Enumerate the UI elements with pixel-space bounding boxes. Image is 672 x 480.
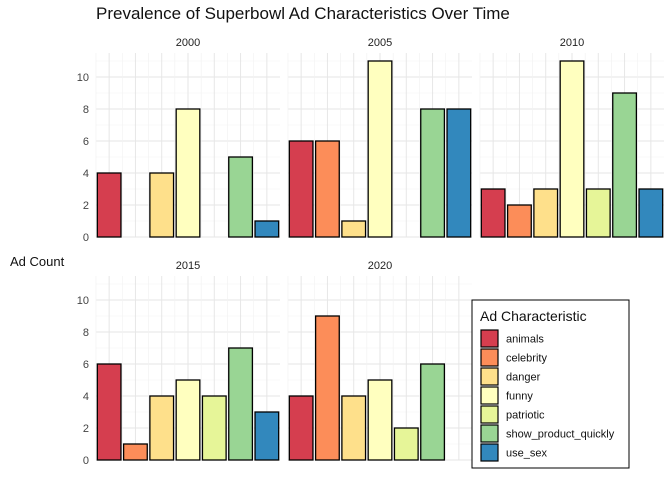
y-tick-label: 0 (83, 232, 89, 244)
y-tick-label: 4 (83, 168, 89, 180)
bar-use_sex (254, 411, 280, 461)
facet-2010: 2010 (479, 37, 664, 238)
bar-show_product_quickly (228, 156, 254, 238)
bar-show_product_quickly (612, 92, 638, 238)
bar-funny (367, 379, 393, 461)
bar-show_product_quickly (228, 347, 254, 461)
legend-label-celebrity: celebrity (506, 353, 547, 365)
bar-celebrity (506, 204, 532, 238)
facet-panels: 2000 0 2 4 6 8 10 2005 2010 2015 0 2 4 6 8 10 2020 (77, 37, 664, 467)
legend-key-danger (480, 367, 499, 386)
bar-use_sex (638, 188, 664, 238)
y-tick-label: 0 (83, 455, 89, 467)
legend-label-use_sex: use_sex (506, 448, 547, 460)
bar-danger (341, 395, 367, 461)
bar-animals (96, 172, 122, 238)
legend: Ad Characteristic animals celebrity danger… (471, 299, 630, 469)
bar-animals (288, 140, 314, 238)
bar-danger (341, 220, 367, 238)
y-tick-label: 8 (83, 327, 89, 339)
legend-label-animals: animals (506, 334, 544, 346)
legend-key-use_sex (480, 443, 499, 462)
legend-label-show_product_quickly: show_product_quickly (506, 429, 615, 441)
y-tick-label: 4 (83, 391, 89, 403)
facet-2015: 2015 0 2 4 6 8 10 (77, 260, 280, 467)
bar-show_product_quickly (420, 363, 446, 461)
bar-use_sex (446, 108, 472, 238)
legend-key-funny (480, 386, 499, 405)
bar-funny (175, 379, 201, 461)
facet-label: 2020 (368, 260, 392, 272)
bar-patriotic (585, 188, 611, 238)
facet-label: 2015 (176, 260, 200, 272)
y-tick-label: 6 (83, 136, 89, 148)
bar-animals (288, 395, 314, 461)
legend-label-patriotic: patriotic (506, 410, 545, 422)
bar-animals (480, 188, 506, 238)
bar-celebrity (122, 443, 148, 461)
bar-celebrity (314, 140, 340, 238)
bar-celebrity (314, 315, 340, 461)
bar-danger (149, 172, 175, 238)
bar-funny (175, 108, 201, 238)
facet-2005: 2005 (287, 37, 472, 238)
legend-key-celebrity (480, 348, 499, 367)
y-axis-label: Ad Count (10, 254, 65, 269)
facet-label: 2010 (560, 37, 584, 49)
bar-show_product_quickly (420, 108, 446, 238)
y-tick-label: 8 (83, 104, 89, 116)
bar-funny (367, 60, 393, 238)
bar-patriotic (201, 395, 227, 461)
facet-2000: 2000 0 2 4 6 8 10 (77, 37, 280, 244)
legend-key-animals (480, 329, 499, 348)
facet-2020: 2020 (287, 260, 472, 461)
y-tick-label: 2 (83, 200, 89, 212)
y-tick-label: 10 (77, 72, 89, 84)
y-tick-label: 6 (83, 359, 89, 371)
chart-title: Prevalence of Superbowl Ad Characteristi… (96, 4, 510, 23)
legend-label-danger: danger (506, 372, 541, 384)
y-tick-label: 10 (77, 295, 89, 307)
legend-key-show_product_quickly (480, 424, 499, 443)
bar-danger (149, 395, 175, 461)
y-tick-label: 2 (83, 423, 89, 435)
legend-label-funny: funny (506, 391, 533, 403)
facet-label: 2000 (176, 37, 200, 49)
bar-funny (559, 60, 585, 238)
legend-key-patriotic (480, 405, 499, 424)
facet-label: 2005 (368, 37, 392, 49)
bar-patriotic (393, 427, 419, 461)
legend-title: Ad Characteristic (480, 308, 587, 324)
bar-use_sex (254, 220, 280, 238)
bar-animals (96, 363, 122, 461)
bar-danger (533, 188, 559, 238)
